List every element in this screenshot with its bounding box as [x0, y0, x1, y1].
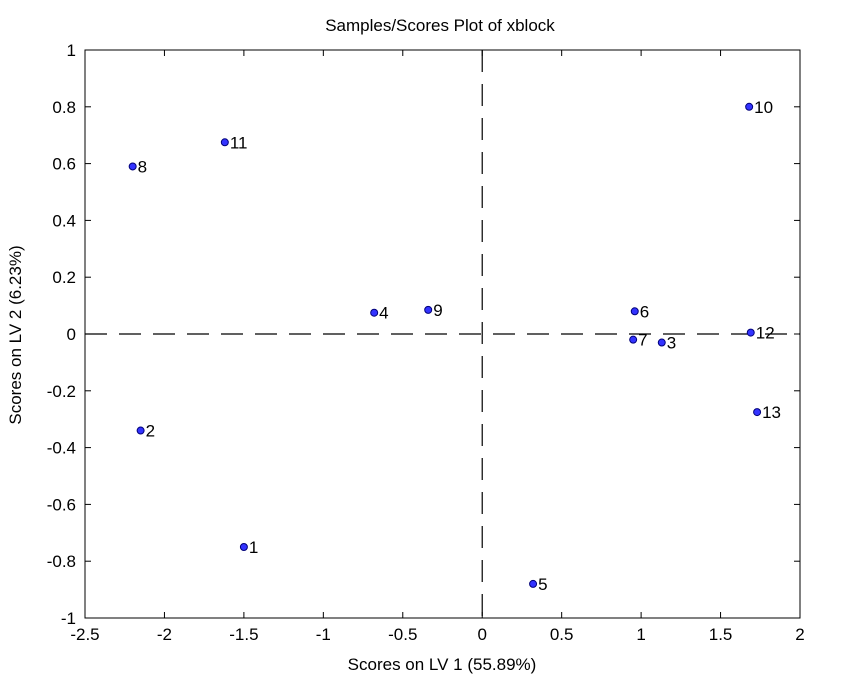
point-label-12: 12 [756, 324, 775, 343]
point-label-10: 10 [754, 98, 773, 117]
y-tick-label: 0 [67, 325, 76, 344]
chart-title: Samples/Scores Plot of xblock [325, 16, 555, 35]
data-point-8 [128, 162, 137, 171]
point-label-11: 11 [230, 133, 248, 152]
data-point-10 [745, 102, 754, 111]
point-label-2: 2 [146, 422, 155, 441]
point-label-8: 8 [138, 157, 147, 176]
y-tick-label: -0.4 [47, 439, 76, 458]
x-axis-label: Scores on LV 1 (55.89%) [348, 655, 537, 674]
data-point-11 [220, 138, 229, 147]
data-point-3 [657, 338, 666, 347]
x-tick-label: 0.5 [550, 625, 574, 644]
data-point-1 [239, 543, 248, 551]
x-tick-label: -1.5 [229, 625, 258, 644]
data-point-6 [630, 307, 639, 316]
x-tick-label: -2.5 [70, 625, 99, 644]
data-point-5 [529, 579, 538, 588]
point-label-9: 9 [433, 301, 442, 320]
x-tick-label: 1.5 [709, 625, 733, 644]
data-point-13 [753, 408, 762, 417]
data-point-2 [136, 426, 145, 435]
y-tick-label: 0.4 [52, 211, 76, 230]
x-tick-label: 0 [477, 625, 486, 644]
x-tick-label: 2 [795, 625, 804, 644]
y-tick-label: 0.6 [52, 155, 76, 174]
y-tick-label: -1 [61, 609, 76, 628]
y-tick-label: -0.2 [47, 382, 76, 401]
data-point-4 [370, 308, 379, 317]
point-label-5: 5 [538, 575, 547, 594]
data-point-9 [424, 305, 433, 314]
data-point-7 [629, 335, 638, 344]
point-label-13: 13 [762, 403, 781, 422]
point-label-3: 3 [667, 334, 676, 353]
data-point-12 [746, 328, 755, 337]
x-tick-label: -0.5 [388, 625, 417, 644]
x-tick-label: -1 [316, 625, 331, 644]
x-tick-label: 1 [636, 625, 645, 644]
x-tick-label: -2 [157, 625, 172, 644]
point-label-6: 6 [640, 302, 649, 321]
y-tick-label: -0.8 [47, 552, 76, 571]
y-tick-label: -0.6 [47, 495, 76, 514]
point-label-7: 7 [638, 331, 647, 350]
y-axis-label: Scores on LV 2 (6.23%) [6, 245, 25, 424]
y-tick-label: 0.2 [52, 268, 76, 287]
point-label-4: 4 [379, 304, 388, 323]
point-label-1: 1 [249, 538, 258, 557]
y-tick-label: 0.8 [52, 98, 76, 117]
y-tick-label: 1 [67, 41, 76, 60]
